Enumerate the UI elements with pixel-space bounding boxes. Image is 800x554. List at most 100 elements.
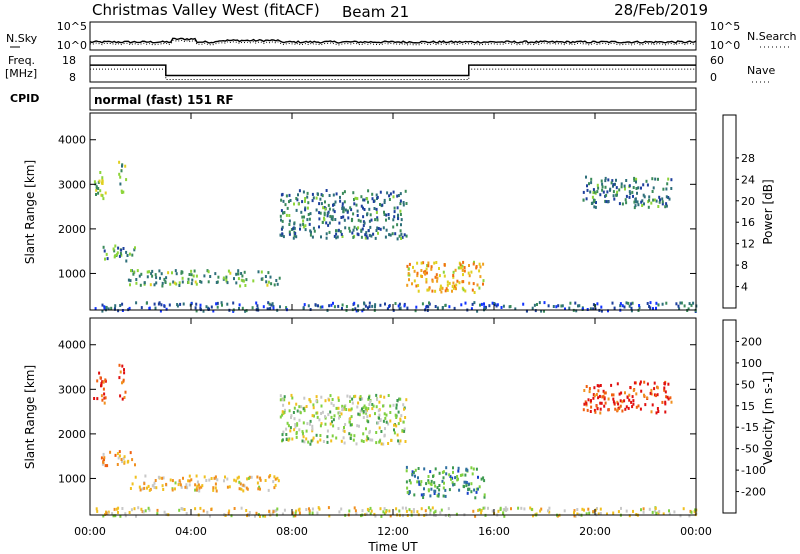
range-cell: [125, 259, 128, 263]
range-cell: [435, 273, 438, 277]
range-cell: [621, 202, 624, 206]
range-cell: [651, 403, 654, 407]
range-cell: [592, 510, 595, 514]
range-cell: [119, 175, 122, 179]
range-cell: [409, 481, 412, 485]
range-cell: [197, 483, 200, 487]
range-cell: [404, 440, 407, 443]
range-cell: [117, 506, 120, 510]
range-cell: [677, 304, 680, 308]
range-cell: [529, 506, 532, 510]
range-cell: [208, 307, 210, 311]
range-cell: [378, 416, 380, 420]
range-cell: [293, 222, 296, 226]
range-cell: [137, 506, 140, 510]
range-cell: [383, 201, 386, 204]
range-cell: [321, 220, 324, 224]
range-cell: [367, 189, 370, 193]
range-cell: [311, 199, 314, 203]
range-cell: [477, 508, 480, 512]
range-cell: [177, 483, 180, 487]
range-cell: [399, 209, 402, 213]
range-cell: [113, 255, 116, 259]
range-cell: [304, 224, 307, 228]
range-cell: [135, 278, 138, 281]
range-cell: [358, 413, 361, 417]
range-cell: [470, 466, 473, 470]
range-cell: [226, 302, 229, 306]
range-cell: [333, 210, 336, 214]
range-cell: [599, 401, 602, 405]
range-cell: [586, 408, 589, 412]
range-cell: [216, 305, 219, 309]
range-cell: [118, 363, 121, 367]
range-cell: [599, 512, 602, 515]
range-cell: [468, 274, 471, 278]
range-cell: [99, 376, 102, 380]
range-cell: [342, 406, 345, 410]
range-cell: [668, 512, 671, 516]
range-cell: [430, 487, 433, 491]
range-cell: [365, 406, 368, 410]
range-cell: [424, 509, 427, 513]
range-cell: [338, 415, 341, 418]
range-cell: [349, 206, 352, 210]
range-cell: [380, 442, 383, 446]
range-cell: [148, 270, 151, 274]
range-cell: [291, 511, 294, 515]
range-cell: [623, 184, 626, 188]
range-cell: [616, 382, 619, 386]
range-cell: [633, 381, 636, 385]
range-cell: [373, 512, 376, 516]
power-scatter-cells: [93, 160, 698, 313]
range-cell: [382, 404, 384, 408]
range-cell: [482, 282, 484, 286]
range-cell: [171, 271, 173, 275]
range-cell: [299, 227, 301, 231]
range-cell: [683, 304, 686, 308]
range-cell: [688, 302, 691, 306]
range-cell: [646, 396, 649, 400]
range-cell: [95, 193, 97, 196]
range-cell: [593, 198, 596, 202]
range-cell: [434, 484, 437, 488]
range-cell: [344, 423, 347, 426]
range-cell: [472, 282, 475, 286]
range-cell: [383, 512, 386, 516]
range-cell: [146, 275, 149, 279]
range-cell: [364, 236, 367, 240]
range-cell: [613, 197, 616, 201]
range-cell: [143, 482, 146, 486]
range-cell: [351, 423, 353, 427]
range-cell: [332, 203, 334, 207]
range-cell: [298, 507, 301, 511]
range-cell: [502, 304, 505, 308]
range-cell: [552, 305, 555, 308]
range-cell: [225, 277, 228, 281]
noise-right-tick-top: 10^5: [710, 20, 740, 33]
range-cell: [457, 477, 459, 481]
range-cell: [124, 514, 127, 518]
range-cell: [655, 301, 658, 305]
range-cell: [226, 281, 229, 285]
range-cell: [306, 422, 309, 426]
range-cell: [312, 436, 315, 440]
range-cell: [624, 187, 626, 191]
range-cell: [393, 206, 396, 210]
colorbar-tick-label: 28: [741, 152, 755, 165]
nave-label: Nave: [747, 64, 775, 77]
range-cell: [188, 273, 191, 276]
range-cell: [298, 428, 301, 432]
range-cell: [104, 464, 107, 468]
range-cell: [102, 514, 105, 518]
range-cell: [403, 233, 406, 237]
range-cell: [148, 307, 151, 310]
range-cell: [246, 477, 249, 481]
range-cell: [575, 309, 578, 313]
range-cell: [602, 389, 605, 393]
range-cell: [594, 410, 597, 414]
range-cell: [431, 279, 434, 283]
range-cell: [109, 450, 112, 454]
range-cell: [190, 269, 193, 273]
range-cell: [349, 423, 352, 427]
